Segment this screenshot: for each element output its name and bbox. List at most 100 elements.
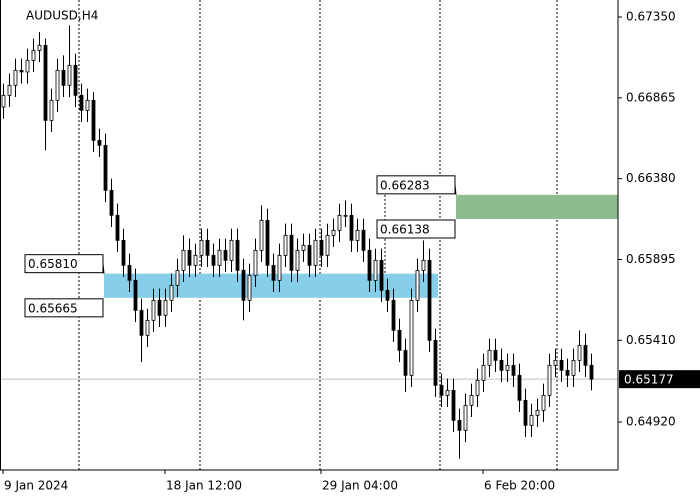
candle-body — [25, 59, 30, 73]
candle-body — [355, 229, 360, 241]
candle-body — [451, 389, 456, 421]
candle-body — [463, 404, 468, 431]
candle-body — [181, 249, 186, 271]
candle-body — [313, 239, 318, 266]
zone — [456, 194, 618, 219]
candle-body — [13, 69, 18, 86]
candle-body — [541, 394, 546, 411]
candle-body — [295, 249, 300, 271]
candle-body — [319, 239, 324, 256]
candle-body — [247, 274, 252, 301]
zone-label: 0.66138 — [380, 223, 430, 237]
candle-body — [175, 269, 180, 286]
last-price-box — [619, 370, 700, 389]
candle-body — [337, 214, 342, 231]
candle-body — [559, 359, 564, 371]
candle-body — [391, 299, 396, 331]
candle-body — [481, 364, 486, 381]
candle-body — [499, 359, 504, 371]
candle-body — [469, 394, 474, 406]
candle-body — [289, 234, 294, 271]
candle-body — [79, 94, 84, 111]
zone-connector — [102, 263, 105, 274]
candle-body — [253, 249, 258, 276]
candle-body — [373, 259, 378, 281]
candle-body — [475, 379, 480, 396]
candle-body — [1, 94, 6, 108]
candle-body — [199, 239, 204, 256]
candle-body — [283, 234, 288, 256]
candle-body — [571, 359, 576, 376]
candle-body — [229, 239, 234, 261]
candle-body — [55, 69, 60, 101]
candle-body — [31, 49, 36, 61]
candle-body — [385, 289, 390, 301]
candle-body — [397, 329, 402, 351]
candle-body — [271, 264, 276, 281]
candle-body — [529, 414, 534, 426]
candle-body — [427, 259, 432, 341]
candle-body — [277, 254, 282, 281]
y-tick-label: 0.67350 — [626, 10, 676, 24]
candle-body — [97, 139, 102, 146]
candle-body — [127, 264, 132, 281]
candle-body — [85, 99, 90, 111]
candle-body — [67, 64, 72, 86]
candle-body — [517, 374, 522, 401]
candle-body — [505, 364, 510, 371]
y-tick-label: 0.65410 — [626, 333, 676, 347]
candle-body — [139, 309, 144, 336]
candle-body — [223, 249, 228, 261]
candle-body — [523, 399, 528, 426]
candle-body — [73, 64, 78, 96]
x-tick-label: 29 Jan 04:00 — [322, 479, 398, 493]
candle-body — [235, 239, 240, 271]
candle-body — [553, 359, 558, 366]
candle-body — [187, 249, 192, 266]
zone-label: 0.65665 — [28, 301, 78, 315]
zone-label-box — [376, 219, 456, 239]
candle-body — [61, 69, 66, 86]
candle-body — [361, 229, 366, 251]
candle-body — [19, 69, 24, 73]
candle-body — [307, 244, 312, 266]
candle-body — [565, 369, 570, 376]
y-tick-label: 0.66865 — [626, 90, 676, 104]
y-tick-label: 0.64920 — [626, 415, 676, 429]
candle-body — [511, 364, 516, 376]
candle-body — [583, 344, 588, 366]
candle-body — [535, 409, 540, 416]
x-tick-label: 6 Feb 20:00 — [484, 479, 555, 493]
zone-label-box — [24, 298, 104, 318]
candle-body — [193, 254, 198, 266]
x-tick-label: 9 Jan 2024 — [4, 479, 68, 493]
candle-body — [265, 219, 270, 266]
candle-body — [163, 299, 168, 316]
candle-body — [211, 254, 216, 266]
candle-body — [379, 259, 384, 291]
candle-body — [43, 44, 48, 121]
candle-body — [331, 229, 336, 236]
candle-body — [445, 389, 450, 396]
y-tick-label: 0.65895 — [626, 252, 676, 266]
candle-body — [157, 299, 162, 316]
candle-body — [349, 214, 354, 241]
candle-body — [121, 239, 126, 266]
candle-body — [325, 234, 330, 256]
candle-body — [115, 214, 120, 241]
candle-body — [133, 279, 138, 311]
candle-body — [49, 99, 54, 121]
candle-body — [403, 349, 408, 376]
x-tick-label: 18 Jan 12:00 — [166, 479, 242, 493]
candle-body — [205, 239, 210, 256]
candle-body — [409, 299, 414, 376]
zone-label: 0.66283 — [380, 178, 430, 192]
zone-label: 0.65810 — [28, 257, 78, 271]
candle-body — [487, 349, 492, 366]
candle-body — [241, 269, 246, 301]
candle-body — [439, 384, 444, 396]
candle-body — [589, 364, 594, 380]
candle-body — [547, 364, 552, 396]
